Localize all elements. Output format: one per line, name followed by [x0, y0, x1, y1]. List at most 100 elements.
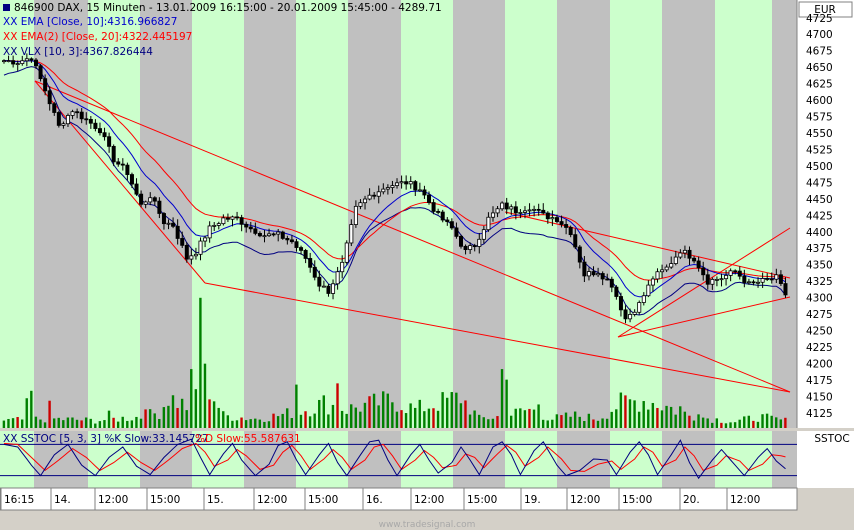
price-tick-label: 4300 [806, 293, 833, 305]
candle-body [413, 181, 418, 191]
time-tick-label: 15:00 [622, 494, 652, 506]
ema20-path [4, 60, 786, 281]
channel-line [204, 282, 791, 393]
volume-bar [674, 414, 677, 428]
candle-body [120, 163, 125, 166]
volume-bar [747, 415, 751, 428]
volume-bar [176, 407, 179, 428]
volume-bar [647, 409, 650, 428]
candle-body [696, 260, 701, 269]
price-tick-label: 4200 [806, 358, 833, 370]
volume-bar [30, 390, 33, 428]
volume-bar [692, 420, 696, 428]
candle-body [161, 213, 166, 225]
candle-body [24, 58, 29, 62]
stoch-d-legend: %D Slow:55.587631 [195, 433, 301, 445]
price-tick-label: 4275 [806, 309, 833, 321]
candle-body [29, 58, 34, 61]
candle-body [395, 182, 400, 186]
volume-bar [304, 411, 307, 428]
candle-body [577, 246, 582, 263]
candle-body [687, 249, 692, 259]
volume-bar [103, 420, 106, 428]
volume-bar [112, 417, 115, 428]
time-tick-label: 15:00 [467, 494, 497, 506]
volume-bar [669, 406, 673, 428]
volume-bar [697, 414, 700, 428]
candle-body [134, 183, 139, 195]
session-band [140, 0, 192, 428]
volume-bar [601, 418, 604, 428]
volume-bar [743, 416, 746, 428]
candle-body [221, 217, 226, 225]
session-band [88, 0, 140, 428]
candle-body [198, 240, 203, 255]
candle-body [655, 271, 660, 280]
time-tick-label: 12:00 [570, 494, 600, 506]
volume-bar [267, 421, 271, 428]
time-tick-label: 12:00 [730, 494, 760, 506]
volume-bar [272, 413, 275, 428]
volume-bar [738, 419, 741, 428]
volume-bars [2, 297, 787, 428]
candle-body [253, 228, 258, 234]
candle-body [454, 227, 459, 237]
volume-bar [98, 421, 102, 428]
stoch-side-label: SSTOC [814, 433, 849, 445]
ema20-legend: XX EMA(2) [Close, 20]:4322.445197 [3, 31, 192, 43]
volume-bar [258, 419, 262, 428]
candle-body [628, 314, 633, 320]
candle-body [84, 118, 89, 121]
volume-bar [180, 398, 184, 428]
candle-body [289, 239, 294, 243]
candle-body [477, 238, 482, 247]
volume-bar [208, 399, 211, 428]
volume-bar [75, 419, 79, 428]
candle-body [129, 174, 134, 185]
candle-body [267, 233, 272, 237]
time-tick-label: 12:00 [414, 494, 444, 506]
volume-bar [619, 392, 623, 428]
stoch-d-path [3, 442, 786, 472]
candle-body [303, 250, 308, 259]
price-tick-label: 4150 [806, 391, 833, 403]
volume-bar [615, 409, 618, 428]
volume-bar [564, 412, 568, 428]
volume-bar [583, 420, 586, 428]
candle-body [358, 202, 363, 207]
session-band [772, 431, 797, 488]
volume-bar [409, 403, 412, 428]
volume-bar [455, 392, 458, 428]
volume-bar [587, 413, 591, 428]
volume-bar [555, 414, 559, 428]
candle-body [317, 276, 322, 287]
candle-body [276, 231, 281, 235]
vlx-path [3, 66, 786, 316]
volume-bar [592, 419, 595, 428]
price-axis-ticks: 4125 4150 4175 4200 4225 4250 4275 4300 4325 4350… [806, 13, 833, 420]
candle-body [97, 128, 102, 134]
candle-body [294, 241, 299, 248]
volume-bar [295, 384, 298, 428]
volume-bar [148, 409, 152, 428]
volume-bar [473, 410, 476, 428]
volume-bar [752, 420, 755, 428]
volume-bar [331, 404, 335, 428]
volume-bar [107, 410, 111, 428]
volume-bar [519, 408, 522, 428]
channel-line [34, 80, 206, 284]
volume-bar [537, 404, 540, 428]
candle-body [527, 209, 532, 212]
price-tick-label: 4450 [806, 194, 833, 206]
volume-bar [500, 369, 504, 428]
volume-bar [468, 414, 472, 428]
candle-body [285, 238, 290, 241]
session-band [296, 0, 348, 428]
volume-bar [445, 397, 449, 428]
volume-bar [418, 399, 421, 428]
candle-body [404, 181, 409, 185]
volume-bar [414, 407, 417, 428]
stoch-k-path [3, 438, 786, 480]
volume-bar [436, 410, 440, 428]
